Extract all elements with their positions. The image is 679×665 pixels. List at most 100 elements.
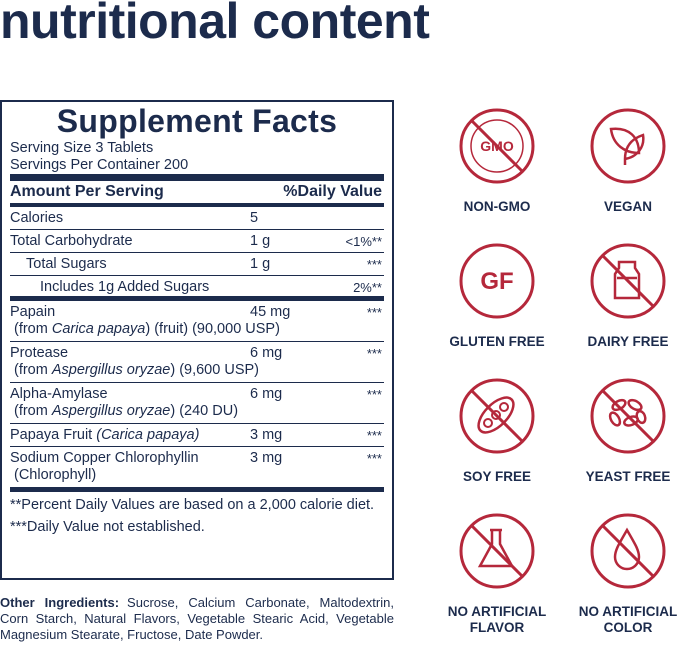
facts-rows: Calories 5 Total Carbohydrate 1 g <1%** Total… (10, 207, 384, 492)
badge: VEGAN (563, 107, 679, 215)
badge-icon (590, 108, 666, 184)
nutrient-name-part: Total Carbohydrate (10, 233, 133, 249)
badge-label: DAIRY FREE (587, 334, 669, 349)
facts-row: Papain 45 mg *** (from Carica papaya) (frui… (10, 301, 384, 342)
nutrient-name: Papain (10, 304, 384, 321)
daily-value: *** (366, 305, 382, 320)
facts-row: Alpha-Amylase 6 mg *** (from Aspergillus or… (10, 383, 384, 424)
badge: GMO NON-GMO (432, 107, 562, 215)
badge: GF GLUTEN FREE (432, 242, 562, 350)
supplement-facts: Supplement Facts Serving Size 3 Tablets … (0, 100, 394, 580)
nutrient-name-part: Papain (10, 304, 56, 320)
nutrient-name: Calories (10, 210, 384, 227)
nutrient-source-part: ) (9,600 USP) (170, 362, 259, 378)
nutrient-name-part: Alpha-Amylase (10, 386, 108, 402)
nutrient-name-part: Papaya Fruit (10, 427, 97, 443)
amount: 3 mg (250, 427, 283, 443)
footnote: **Percent Daily Values are based on a 2,… (10, 497, 375, 513)
facts-row: Sodium Copper Chlorophyllin 3 mg *** (Chlor… (10, 447, 384, 492)
facts-row: Protease 6 mg *** (from Aspergillus oryzae)… (10, 342, 384, 383)
nutrient-source-part: Carica papaya (51, 321, 146, 337)
nutrient-name: Alpha-Amylase (10, 386, 384, 403)
amount: 1 g (250, 256, 271, 272)
daily-value: *** (366, 451, 382, 466)
facts-row: Papaya Fruit (Carica papaya) 3 mg *** (10, 424, 384, 447)
facts-title: Supplement Facts (56, 103, 338, 139)
badge-icon: GF (459, 243, 535, 319)
column-header: Amount Per Serving %Daily Value (10, 181, 384, 207)
daily-value: 2%** (353, 280, 382, 295)
nutrient-name: Includes 1g Added Sugars (10, 279, 384, 296)
nutrient-source-part: ) (240 DU) (170, 403, 239, 419)
badge-label: NO ARTIFICIAL COLOR (578, 604, 678, 635)
nutrient-name-part: Calories (10, 210, 64, 226)
nutrient-source: (from Aspergillus oryzae) (240 DU) (10, 403, 384, 423)
nutrient-name-part: Includes 1g Added Sugars (40, 279, 210, 295)
nutrient-source-part: Aspergillus oryzae (51, 362, 171, 378)
nutrient-name-part: Protease (10, 345, 69, 361)
badge: DAIRY FREE (563, 242, 679, 350)
badge-icon (590, 243, 666, 319)
badge-label: GLUTEN FREE (449, 334, 545, 349)
serving-size: Serving Size 3 Tablets (10, 140, 154, 156)
footnotes: **Percent Daily Values are based on a 2,… (10, 492, 384, 536)
column-dv: %Daily Value (283, 183, 382, 200)
badge-icon-text: GMO (480, 138, 514, 154)
badge: SOY FREE (432, 377, 562, 485)
badge-icon (459, 378, 535, 454)
daily-value: *** (366, 428, 382, 443)
amount: 5 (250, 210, 259, 226)
nutrient-source: (Chlorophyll) (10, 467, 384, 487)
amount: 3 mg (250, 450, 283, 466)
nutrient-name: Protease (10, 345, 384, 362)
page-title: nutritional content (0, 0, 430, 49)
nutrient-name-part: Sodium Copper Chlorophyllin (10, 450, 199, 466)
facts-row: Calories 5 (10, 207, 384, 230)
badge: NO ARTIFICIAL COLOR (563, 512, 679, 636)
servings-per-container: Servings Per Container 200 (10, 157, 384, 181)
badge-icon (459, 513, 535, 589)
amount: 1 g (250, 233, 271, 249)
badge-icon-text: GF (480, 268, 513, 295)
badge-label: YEAST FREE (585, 469, 671, 484)
ingredients-label: Other Ingredients: (0, 595, 120, 610)
nutrient-source: (from Aspergillus oryzae) (9,600 USP) (10, 362, 384, 382)
nutrient-source-part: ) (fruit) (90,000 USP) (145, 321, 280, 337)
badge-label: NO ARTIFICIAL FLAVOR (447, 604, 547, 635)
ingredients-text: Sucrose, Calcium Carbonate, Maltodextrin… (0, 595, 394, 642)
amount: 6 mg (250, 386, 283, 402)
nutrient-name: Sodium Copper Chlorophyllin (10, 450, 384, 467)
badge-label: VEGAN (603, 199, 652, 214)
facts-row: Total Carbohydrate 1 g <1%** (10, 230, 384, 253)
nutrient-name: Total Carbohydrate (10, 233, 384, 250)
daily-value: *** (366, 346, 382, 361)
badge-icon (590, 378, 666, 454)
nutrient-source-part: (from (14, 362, 52, 378)
amount: 45 mg (250, 304, 291, 320)
badge-icon: GMO (459, 108, 535, 184)
facts-row: Total Sugars 1 g *** (10, 253, 384, 276)
nutrient-name-part: (Carica papaya) (96, 427, 200, 443)
nutrient-name: Papaya Fruit (Carica papaya) (10, 427, 384, 444)
nutrient-source-part: (Chlorophyll) (14, 467, 97, 483)
badge: NO ARTIFICIAL FLAVOR (432, 512, 562, 636)
nutrient-source-part: (from (14, 321, 52, 337)
daily-value: *** (366, 257, 382, 272)
nutrient-source-part: (from (14, 403, 52, 419)
badge-icon (590, 513, 666, 589)
daily-value: *** (366, 387, 382, 402)
nutrient-name-part: Total Sugars (26, 256, 107, 272)
badge: YEAST FREE (563, 377, 679, 485)
badge-label: NON-GMO (463, 199, 531, 214)
nutrient-source: (from Carica papaya) (fruit) (90,000 USP… (10, 321, 384, 341)
column-amount: Amount Per Serving (10, 183, 164, 200)
other-ingredients: Other Ingredients: Sucrose, Calcium Carbo… (0, 595, 394, 643)
nutrient-source-part: Aspergillus oryzae (51, 403, 171, 419)
daily-value: <1%** (345, 234, 383, 249)
amount: 6 mg (250, 345, 283, 361)
footnote: ***Daily Value not established. (10, 519, 205, 535)
nutrient-name: Total Sugars (10, 256, 384, 273)
facts-row: Includes 1g Added Sugars 2%** (10, 276, 384, 301)
badge-label: SOY FREE (462, 469, 532, 484)
